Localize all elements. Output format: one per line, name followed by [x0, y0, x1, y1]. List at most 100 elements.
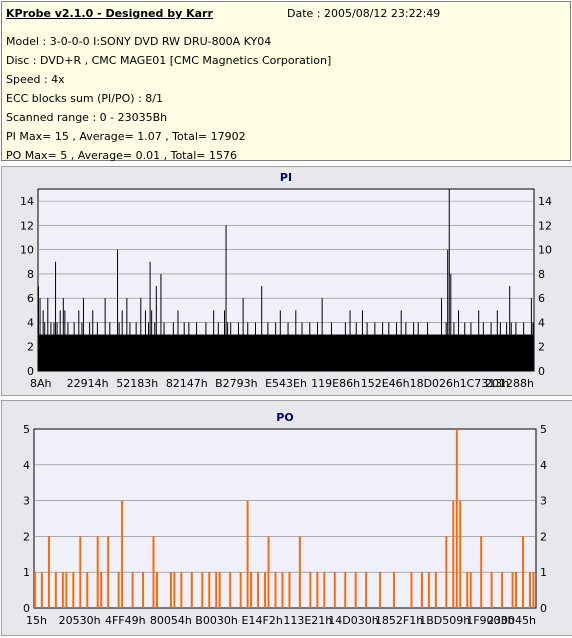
pi-bar: [172, 322, 174, 371]
po-bar: [152, 536, 155, 608]
pi-bar: [165, 334, 167, 371]
pi-bar: [406, 334, 408, 371]
pi-bar: [447, 249, 449, 371]
pi-bar: [388, 322, 390, 371]
pi-bar: [358, 334, 360, 371]
po-y-tick-right: 4: [540, 459, 547, 472]
pi-bar: [313, 334, 315, 371]
pi-bar: [355, 322, 357, 371]
pi-bar: [65, 334, 67, 371]
pi-bar: [90, 334, 92, 371]
po-bar: [459, 500, 462, 608]
pi-bar: [75, 334, 77, 371]
pi-bar: [299, 334, 301, 371]
pi-bar: [224, 310, 225, 371]
po-bar: [529, 572, 531, 608]
pi-bar: [468, 334, 470, 371]
po-bar: [469, 572, 472, 608]
pi-bar: [436, 334, 438, 371]
pi-x-tick: 22914h: [67, 377, 109, 390]
pi-bar: [247, 322, 249, 371]
pi-bar: [475, 334, 477, 371]
pi-bar: [492, 334, 494, 371]
pi-bar: [196, 322, 198, 371]
pi-bar: [272, 334, 274, 371]
po-x-tick: 15h: [26, 614, 47, 627]
po-bar: [466, 572, 469, 608]
pi-bar: [38, 286, 39, 371]
pi-bar: [103, 334, 105, 371]
pi-bar: [134, 334, 136, 371]
pi-bar: [498, 334, 500, 371]
scan-date: Date : 2005/08/12 23:22:49: [287, 7, 441, 20]
pi-bar: [467, 334, 469, 371]
pi-chart-panel: PI 0 0 2 2 4 4 6 6 8 8 10 10 12 12 14 14 8Ah 22914h 52183h 8…: [1, 166, 572, 396]
pi-bar: [366, 322, 368, 371]
pi-bar: [61, 334, 63, 371]
pi-bar: [182, 334, 184, 371]
pi-bar: [230, 322, 232, 371]
po-y-tick-left: 5: [23, 423, 30, 436]
pi-bar: [141, 334, 143, 371]
pi-bar: [179, 334, 181, 371]
pi-bar: [84, 334, 86, 371]
pi-bar: [335, 334, 337, 371]
pi-bar: [255, 322, 256, 371]
pi-bar: [465, 334, 467, 371]
po-bar: [180, 572, 183, 608]
po-y-tick-left: 3: [23, 495, 30, 508]
pi-bar: [411, 334, 413, 371]
pi-bar: [236, 334, 238, 371]
pi-bar: [293, 334, 295, 371]
pi-x-tick: E543Eh: [265, 377, 307, 390]
pi-bar: [79, 334, 81, 371]
pi-bar: [275, 322, 277, 371]
pi-chart-title: PI: [280, 171, 292, 184]
pi-bar: [493, 334, 495, 371]
pi-bar: [369, 334, 371, 371]
pi-bar: [371, 334, 373, 371]
po-bar: [490, 572, 493, 608]
pi-x-tick: 152E46h: [361, 377, 410, 390]
pi-bar: [121, 310, 123, 371]
po-bar: [379, 572, 382, 608]
pi-bar: [113, 334, 115, 371]
pi-bar: [391, 334, 393, 371]
pi-bar: [509, 286, 511, 371]
pi-bar: [485, 334, 487, 371]
pi-bar: [112, 334, 114, 371]
pi-bar: [189, 334, 191, 371]
pi-bar: [383, 334, 385, 371]
pi-bar: [309, 322, 311, 371]
pi-bar: [420, 334, 422, 371]
pi-bar: [312, 334, 314, 371]
pi-bar: [315, 334, 317, 371]
pi-bar: [512, 334, 514, 371]
pi-bar: [437, 334, 439, 371]
pi-bar: [282, 334, 284, 371]
pi-bar: [317, 322, 318, 371]
pi-bar: [530, 298, 532, 371]
po-chart: PO 0 0 1 1 2 2 3 3 4 4 5 5 15h 20530h 4FF49h 80054h B0030…: [23, 411, 547, 627]
po-bar: [264, 572, 267, 608]
pi-bar: [427, 322, 429, 371]
pi-bar: [237, 322, 239, 371]
pi-bar: [442, 334, 444, 371]
pi-bar: [152, 334, 154, 371]
pi-bar: [372, 334, 374, 371]
pi-bar: [290, 334, 292, 371]
po-bar: [34, 572, 36, 608]
ecc-line: ECC blocks sum (PI/PO) : 8/1: [6, 92, 163, 105]
pi-bar: [261, 286, 263, 371]
pi-bar: [169, 334, 171, 371]
po-bar: [86, 572, 89, 608]
pi-bar: [284, 334, 286, 371]
pi-bar: [516, 334, 518, 371]
pi-bar: [220, 334, 222, 371]
pi-bar: [185, 334, 187, 371]
pi-y-tick-left: 2: [27, 341, 34, 354]
pi-bar: [479, 334, 481, 371]
pi-bar: [462, 334, 464, 371]
po-bar: [190, 572, 193, 608]
po-bar: [309, 572, 312, 608]
